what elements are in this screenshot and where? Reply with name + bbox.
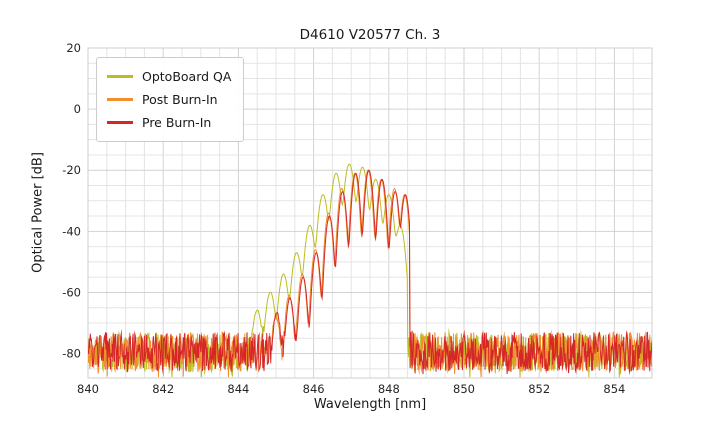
chart-title: D4610 V20577 Ch. 3 — [299, 27, 441, 43]
legend: OptoBoard QA Post Burn-In Pre Burn-In — [96, 57, 245, 142]
legend-swatch-optoboard-qa — [107, 75, 133, 78]
legend-item-pre-burn-in: Pre Burn-In — [107, 111, 231, 134]
legend-swatch-post-burn-in — [107, 98, 133, 101]
y-axis-label: Optical Power [dB] — [30, 152, 46, 273]
x-axis-label: Wavelength [nm] — [313, 397, 427, 412]
legend-label-pre-burn-in: Pre Burn-In — [142, 115, 212, 130]
legend-label-post-burn-in: Post Burn-In — [142, 92, 218, 107]
legend-label-optoboard-qa: OptoBoard QA — [142, 69, 232, 84]
legend-swatch-pre-burn-in — [107, 121, 133, 124]
legend-item-post-burn-in: Post Burn-In — [107, 88, 231, 111]
legend-item-optoboard-qa: OptoBoard QA — [107, 65, 231, 88]
